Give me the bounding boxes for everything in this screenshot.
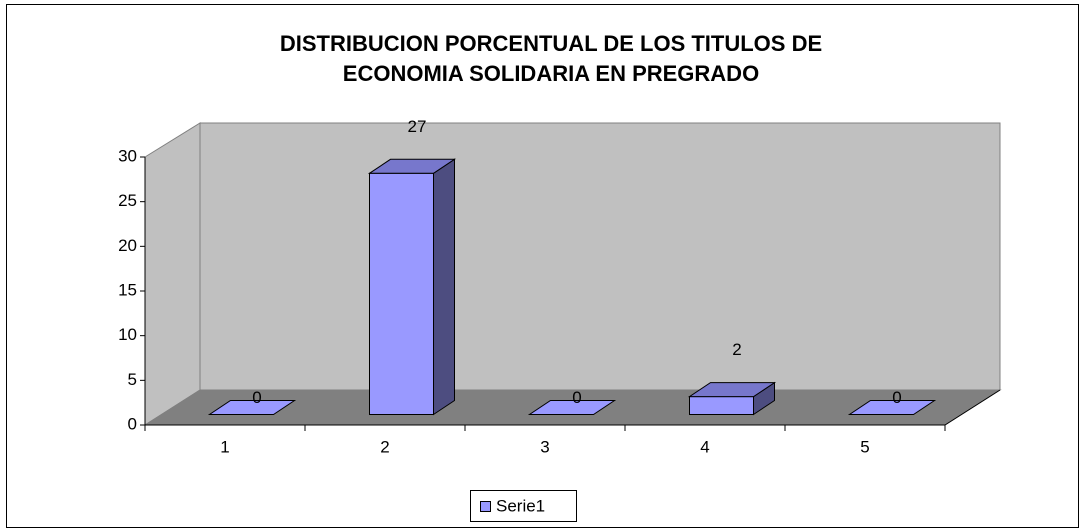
- chart-title: DISTRIBUCION PORCENTUAL DE LOS TITULOS D…: [280, 31, 822, 56]
- legend-swatch: [480, 501, 491, 512]
- data-label: 27: [408, 117, 427, 136]
- bar-top: [367, 158, 457, 174]
- y-tick-label: 15: [118, 280, 137, 299]
- bar-top: [847, 400, 937, 415]
- bar-top: [527, 400, 617, 415]
- bar-side: [433, 158, 455, 416]
- bar: [689, 396, 754, 415]
- data-label: 0: [252, 388, 261, 407]
- x-tick-label: 2: [380, 437, 389, 456]
- floor-edge: [944, 389, 1001, 426]
- y-tick-label: 20: [118, 236, 137, 255]
- bar-top: [207, 400, 297, 415]
- side-wall: [144, 122, 201, 426]
- chart-title: ECONOMIA SOLIDARIA EN PREGRADO: [343, 61, 759, 86]
- x-tick-label: 5: [860, 437, 869, 456]
- data-label: 2: [732, 340, 741, 359]
- y-tick-label: 30: [118, 146, 137, 165]
- data-label: 0: [892, 388, 901, 407]
- bar-top: [687, 382, 777, 398]
- legend-label: Serie1: [496, 496, 545, 515]
- x-tick-label: 4: [700, 437, 709, 456]
- x-tick-label: 1: [220, 437, 229, 456]
- data-label: 0: [572, 388, 581, 407]
- y-tick-label: 0: [128, 414, 137, 433]
- bar: [369, 172, 434, 415]
- back-wall: [199, 122, 1001, 391]
- y-tick-label: 10: [118, 325, 137, 344]
- x-tick-label: 3: [540, 437, 549, 456]
- y-tick-label: 25: [118, 191, 137, 210]
- legend: [470, 490, 577, 522]
- y-tick-label: 5: [128, 370, 137, 389]
